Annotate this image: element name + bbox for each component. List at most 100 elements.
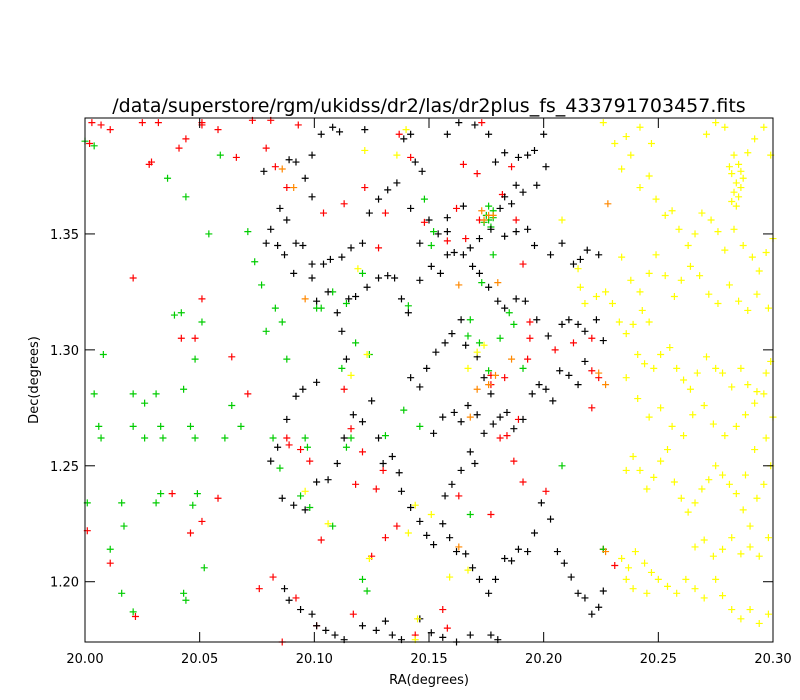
data-point [558,216,566,224]
data-point [381,534,389,542]
data-point [129,422,137,430]
data-point [352,480,360,488]
data-point [186,529,194,537]
data-point [725,281,733,289]
data-point [342,443,350,451]
data-point [689,411,697,419]
data-point [686,385,694,393]
data-point [118,499,126,507]
data-point [340,385,348,393]
data-point [576,255,584,263]
data-point [712,462,720,470]
data-point [175,144,183,152]
data-point [290,184,298,192]
data-point [622,330,630,338]
data-point [574,320,582,328]
data-point [524,548,532,556]
data-point [492,575,500,583]
data-point [602,288,610,296]
data-point [480,374,488,382]
data-point [664,446,672,454]
data-point [420,195,428,203]
data-point [611,140,619,148]
data-point [622,133,630,141]
data-point [349,411,357,419]
data-point [567,573,575,581]
data-point [478,279,486,287]
data-point [544,332,552,340]
data-point [404,309,412,317]
data-point [283,415,291,423]
data-point [661,211,669,219]
data-point [732,179,740,187]
data-point [423,364,431,372]
data-point [744,149,752,157]
data-point [365,209,373,217]
data-point [416,422,424,430]
data-point [427,262,435,270]
data-point [602,548,610,556]
data-point [191,434,199,442]
data-point [475,339,483,347]
data-point [602,381,610,389]
data-point [599,337,607,345]
data-point [721,432,729,440]
data-point [372,485,380,493]
data-point [730,188,738,196]
data-point [744,381,752,389]
data-point [418,167,426,175]
data-point [274,242,282,250]
data-point [281,251,289,259]
data-point [260,167,268,175]
data-point [177,334,185,342]
data-point [638,306,646,314]
data-point [384,186,392,194]
data-point [443,130,451,138]
data-point [473,385,481,393]
data-point [533,316,541,324]
data-point [469,564,477,572]
data-point [352,339,360,347]
data-point [556,367,564,375]
data-point [106,545,114,553]
data-point [397,487,405,495]
data-point [485,381,493,389]
data-point [480,429,488,437]
data-point [388,631,396,639]
data-point [375,434,383,442]
data-point [86,140,94,148]
data-point [485,367,493,375]
data-point [728,606,736,614]
data-point [636,184,644,192]
data-point [574,589,582,597]
data-point [625,564,633,572]
data-point [762,434,770,442]
data-point [762,369,770,377]
data-point [308,151,316,159]
data-point [340,200,348,208]
data-point [450,408,458,416]
data-point [283,355,291,363]
data-point [512,228,520,236]
data-point [439,606,447,614]
data-point [244,390,252,398]
data-point [732,490,740,498]
data-point [342,299,350,307]
data-point [182,193,190,201]
data-point [503,408,511,416]
data-point [411,501,419,509]
data-point [157,422,165,430]
data-point [152,390,160,398]
data-point [714,228,722,236]
data-points [81,116,777,646]
data-point [636,288,644,296]
chart-title: /data/superstore/rgm/ukidss/dr2/las/dr2p… [112,95,745,117]
data-point [558,239,566,247]
data-point [565,316,573,324]
data-point [292,239,300,247]
data-point [510,320,518,328]
data-point [349,610,357,618]
data-point [306,457,314,465]
data-point [427,510,435,518]
data-point [333,309,341,317]
